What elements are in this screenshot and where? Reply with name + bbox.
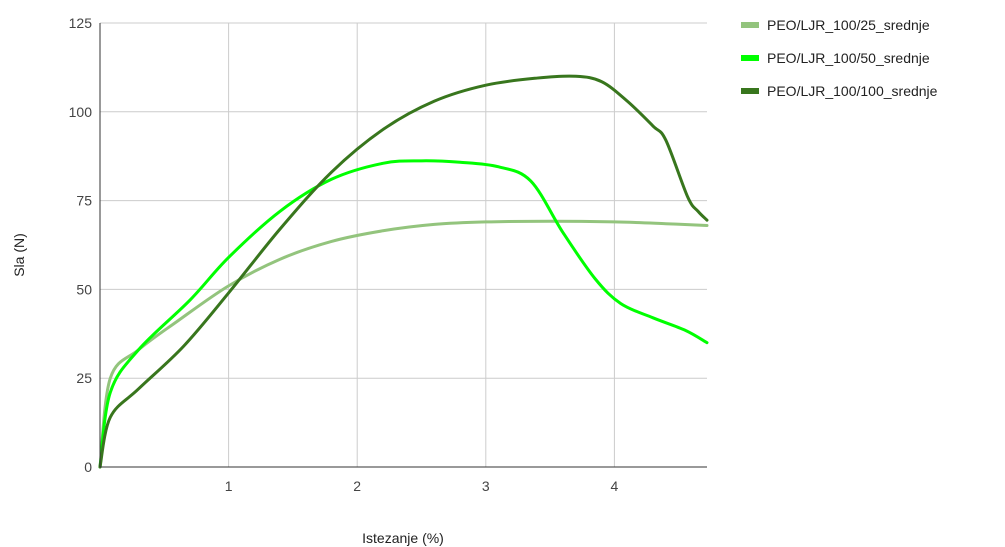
series-line-3 bbox=[100, 76, 707, 467]
legend-swatch-1 bbox=[741, 22, 759, 28]
x-tick-label: 2 bbox=[353, 478, 361, 494]
legend-label-2: PEO/LJR_100/50_srednje bbox=[767, 50, 930, 66]
x-tick-label: 3 bbox=[482, 478, 490, 494]
y-tick-label: 0 bbox=[84, 459, 92, 475]
x-tick-label: 1 bbox=[225, 478, 233, 494]
legend-label-3: PEO/LJR_100/100_srednje bbox=[767, 83, 938, 99]
series-lines bbox=[100, 76, 707, 467]
legend-label-1: PEO/LJR_100/25_srednje bbox=[767, 17, 930, 33]
series-line-1 bbox=[100, 221, 707, 467]
legend: PEO/LJR_100/25_srednje PEO/LJR_100/50_sre… bbox=[741, 17, 938, 99]
y-axis-title: Sla (N) bbox=[11, 233, 27, 277]
legend-swatch-3 bbox=[741, 88, 759, 94]
x-tick-label: 4 bbox=[611, 478, 619, 494]
y-tick-label: 100 bbox=[69, 104, 93, 120]
tick-labels: 0 25 50 75 100 125 1 2 3 4 bbox=[69, 15, 619, 494]
y-tick-label: 75 bbox=[76, 193, 92, 209]
series-line-2 bbox=[100, 161, 707, 467]
legend-swatch-2 bbox=[741, 55, 759, 61]
x-axis-title: Istezanje (%) bbox=[362, 530, 444, 546]
y-tick-label: 125 bbox=[69, 15, 93, 31]
y-tick-label: 25 bbox=[76, 370, 92, 386]
y-tick-label: 50 bbox=[76, 281, 92, 297]
